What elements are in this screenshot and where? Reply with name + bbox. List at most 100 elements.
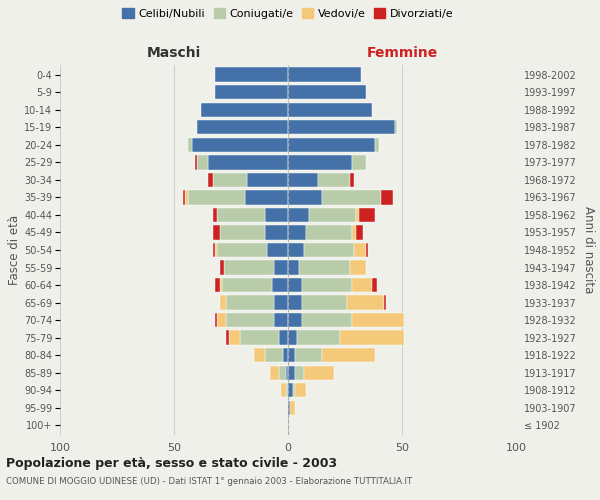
Bar — [224, 260, 274, 274]
Bar — [288, 208, 308, 222]
Legend: Celibi/Nubili, Coniugati/e, Vedovi/e, Divorziati/e: Celibi/Nubili, Coniugati/e, Vedovi/e, Di… — [118, 4, 458, 24]
Bar — [208, 155, 288, 170]
Bar — [374, 138, 379, 152]
Bar — [308, 208, 356, 222]
Bar — [274, 260, 288, 274]
Bar — [302, 296, 347, 310]
Bar — [226, 296, 274, 310]
Bar — [288, 366, 295, 380]
Bar — [281, 383, 286, 398]
Bar — [265, 208, 288, 222]
Bar — [272, 278, 288, 292]
Bar — [288, 278, 302, 292]
Bar — [304, 243, 354, 257]
Bar — [288, 296, 302, 310]
Text: COMUNE DI MOGGIO UDINESE (UD) - Dati ISTAT 1° gennaio 2003 - Elaborazione TUTTIT: COMUNE DI MOGGIO UDINESE (UD) - Dati IST… — [6, 478, 412, 486]
Bar — [265, 226, 288, 239]
Bar — [215, 85, 288, 100]
Bar — [288, 190, 322, 204]
Bar — [217, 243, 268, 257]
Bar — [274, 313, 288, 328]
Bar — [352, 313, 404, 328]
Bar — [288, 85, 365, 100]
Bar — [293, 383, 295, 398]
Bar — [350, 172, 354, 187]
Bar — [373, 278, 377, 292]
Bar — [215, 313, 217, 328]
Bar — [215, 278, 220, 292]
Bar — [288, 348, 295, 362]
Bar — [297, 330, 340, 345]
Bar — [302, 313, 352, 328]
Bar — [188, 190, 245, 204]
Bar — [229, 330, 240, 345]
Bar — [395, 120, 397, 134]
Bar — [288, 330, 297, 345]
Bar — [288, 138, 374, 152]
Bar — [322, 190, 382, 204]
Bar — [299, 260, 350, 274]
Bar — [352, 226, 356, 239]
Bar — [217, 208, 265, 222]
Bar — [288, 383, 293, 398]
Bar — [217, 313, 226, 328]
Bar — [288, 172, 317, 187]
Bar — [288, 120, 395, 134]
Bar — [220, 296, 226, 310]
Bar — [279, 366, 286, 380]
Bar — [274, 296, 288, 310]
Bar — [185, 190, 188, 204]
Bar — [295, 366, 304, 380]
Y-axis label: Fasce di età: Fasce di età — [8, 215, 21, 285]
Bar — [220, 226, 265, 239]
Bar — [347, 296, 384, 310]
Bar — [213, 226, 220, 239]
Bar — [295, 383, 306, 398]
Bar — [254, 348, 265, 362]
Bar — [268, 243, 288, 257]
Bar — [304, 366, 334, 380]
Bar — [354, 243, 365, 257]
Bar — [356, 208, 359, 222]
Bar — [202, 102, 288, 117]
Bar — [340, 330, 404, 345]
Bar — [382, 190, 393, 204]
Bar — [288, 102, 373, 117]
Bar — [356, 226, 363, 239]
Bar — [215, 68, 288, 82]
Bar — [226, 330, 229, 345]
Bar — [317, 172, 350, 187]
Y-axis label: Anni di nascita: Anni di nascita — [582, 206, 595, 294]
Bar — [197, 120, 288, 134]
Bar — [322, 348, 374, 362]
Bar — [265, 348, 283, 362]
Bar — [286, 383, 288, 398]
Bar — [220, 260, 224, 274]
Bar — [288, 243, 304, 257]
Bar — [288, 313, 302, 328]
Bar — [286, 366, 288, 380]
Bar — [215, 243, 217, 257]
Bar — [226, 313, 274, 328]
Bar — [213, 172, 247, 187]
Bar — [208, 172, 213, 187]
Bar — [302, 278, 352, 292]
Bar — [288, 68, 361, 82]
Bar — [306, 226, 352, 239]
Text: Femmine: Femmine — [367, 46, 437, 60]
Bar — [288, 155, 352, 170]
Bar — [240, 330, 279, 345]
Bar — [247, 172, 288, 187]
Bar — [194, 155, 197, 170]
Bar — [288, 260, 299, 274]
Bar — [283, 348, 288, 362]
Bar — [197, 155, 208, 170]
Bar — [352, 278, 373, 292]
Bar — [213, 208, 217, 222]
Bar — [288, 400, 290, 415]
Text: Popolazione per età, sesso e stato civile - 2003: Popolazione per età, sesso e stato civil… — [6, 458, 337, 470]
Bar — [384, 296, 386, 310]
Bar — [365, 243, 368, 257]
Bar — [222, 278, 272, 292]
Bar — [288, 226, 306, 239]
